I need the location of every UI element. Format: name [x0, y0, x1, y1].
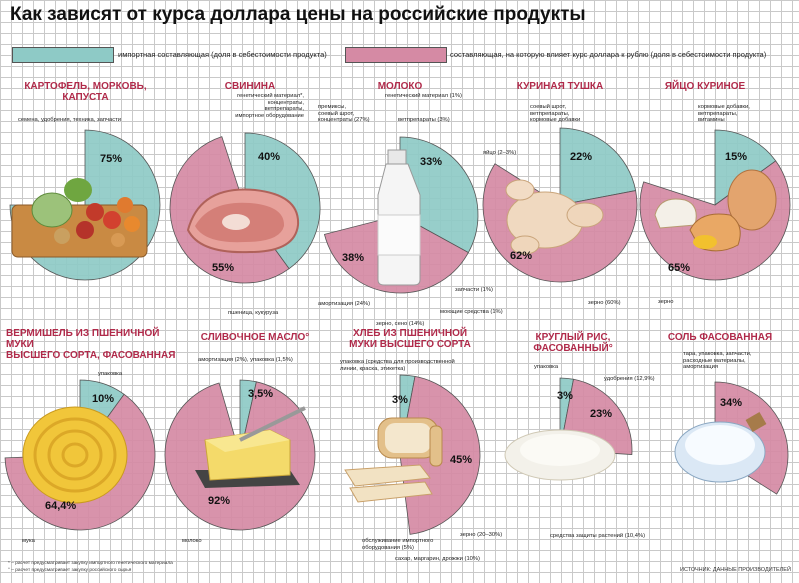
label-rice-fert: удобрения (12,9%): [604, 376, 655, 382]
label-rice-pack: упаковка: [534, 364, 559, 370]
pork-icon: [186, 188, 300, 254]
panel-title-milk: МОЛОКО: [377, 81, 423, 92]
footnote-1: * – расчет предусматривает закупку импор…: [8, 561, 173, 566]
pct-butter-import: 3,5%: [248, 388, 274, 400]
label-milk-detergent: моющие средства (1%): [440, 309, 503, 315]
panel-title-salt: СОЛЬ ФАСОВАННАЯ: [667, 332, 773, 343]
label-chicken-grain: зерно (60%): [588, 300, 621, 306]
pasta-icon: [22, 406, 128, 504]
label-veg-import: семена, удобрения, техника, запчасти: [18, 117, 122, 123]
butter-icon: [195, 406, 306, 488]
bread-icon: [344, 417, 443, 503]
label-chicken-import: соевый шрот, ветпрепараты, кормовые доба…: [530, 104, 581, 123]
label-salt: тара, упаковка, запчасти, расходные мате…: [683, 351, 752, 370]
pct-egg-ruble: 65%: [668, 262, 691, 274]
label-milk-grain: зерно, сено (14%): [376, 321, 425, 327]
legend-ruble-swatch: [345, 47, 447, 63]
label-bread-grain: зерно (20–30%): [460, 532, 503, 538]
panel-title-chicken: КУРИНАЯ ТУШКА: [516, 81, 604, 92]
chicken-icon: [505, 179, 604, 255]
pct-vegetables-import: 75%: [100, 153, 123, 165]
label-bread-sugar: сахар, маргарин, дрожжи (10%): [395, 556, 480, 562]
legend-import-label: импортная составляющая (доля в себестоим…: [118, 50, 327, 59]
source: ИСТОЧНИК: ДАННЫЕ ПРОИЗВОДИТЕЛЕЙ: [680, 567, 791, 573]
panel-title-pasta: ВЕРМИШЕЛЬ ИЗ ПШЕНИЧНОЙ МУКИ ВЫСШЕГО СОРТ…: [6, 328, 176, 361]
pct-chicken-import: 22%: [570, 151, 593, 163]
pct-milk-ruble: 38%: [342, 252, 365, 264]
pct-pasta-import: 10%: [92, 393, 115, 405]
legend-ruble-label: составляющая, на которую влияет курс дол…: [450, 50, 767, 59]
page-title: Как зависят от курса доллара цены на рос…: [10, 4, 586, 25]
label-egg-grain: зерно: [658, 299, 674, 305]
panel-title-pork: СВИНИНА: [224, 81, 276, 92]
pct-rice-import: 3%: [557, 390, 573, 402]
pct-butter-ruble: 92%: [208, 495, 231, 507]
milk-bottle-icon: [377, 149, 421, 286]
label-pasta-flour: мука: [22, 538, 35, 544]
label-milk-amort: амортизация (24%): [318, 301, 371, 307]
label-milk-vet: ветпрепараты (3%): [398, 117, 450, 123]
label-milk-genetic: генетический материал (1%): [385, 93, 462, 99]
label-pork-import: генетический материал*, концентраты, вет…: [235, 93, 304, 119]
label-milk-premix: премиксы, соевый шрот, концентраты (27%): [318, 104, 370, 123]
pie-import-3: [559, 127, 637, 206]
label-chicken-egg: яйцо (2–3%): [483, 150, 517, 156]
label-bread-service: обслуживание импортного оборудования (5%…: [362, 538, 434, 551]
panel-title-vegetables: КАРТОФЕЛЬ, МОРКОВЬ, КАПУСТА: [24, 81, 147, 103]
label-bread-pack: упаковка (средства для производственной …: [340, 359, 455, 372]
legend-import-swatch: [12, 47, 114, 63]
label-butter-milk: молоко: [182, 538, 202, 544]
label-butter-amort: амортизация (2%), упаковка (1,5%): [198, 357, 293, 363]
salt-icon: [674, 411, 767, 483]
pct-chicken-ruble: 62%: [510, 250, 533, 262]
pct-pork-import: 40%: [258, 151, 281, 163]
footnote-2: ° – расчет предусматривает закупку росси…: [8, 568, 132, 573]
pct-bread-ruble: 45%: [450, 454, 473, 466]
pct-egg-import: 15%: [725, 151, 748, 163]
pct-pork-ruble: 55%: [212, 262, 235, 274]
pct-bread-import: 3%: [392, 394, 408, 406]
label-pork-grain: пшеница, кукуруза: [228, 310, 279, 316]
label-egg-import: кормовые добавки, ветпрепараты, витамины: [698, 104, 750, 123]
pct-rice-ruble: 23%: [590, 408, 613, 420]
panel-title-egg: ЯЙЦО КУРИНОЕ: [664, 81, 746, 92]
egg-icon: [654, 169, 777, 252]
pct-milk-import: 33%: [420, 156, 443, 168]
panel-title-bread: ХЛЕБ ИЗ ПШЕНИЧНОЙ МУКИ ВЫСШЕГО СОРТА: [349, 328, 471, 350]
label-rice-plant: средства защиты растений (10,4%): [550, 533, 646, 539]
rice-icon: [504, 429, 616, 481]
vegetables-icon: [11, 178, 148, 258]
panel-title-butter: СЛИВОЧНОЕ МАСЛО°: [200, 332, 310, 343]
pct-pasta-ruble: 64,4%: [45, 500, 77, 512]
panel-title-rice: КРУГЛЫЙ РИС, ФАСОВАННЫЙ°: [533, 332, 613, 354]
label-milk-parts: запчасти (1%): [455, 287, 493, 293]
pct-salt-ruble: 34%: [720, 397, 743, 409]
label-pasta-pack: упаковка: [98, 371, 123, 377]
